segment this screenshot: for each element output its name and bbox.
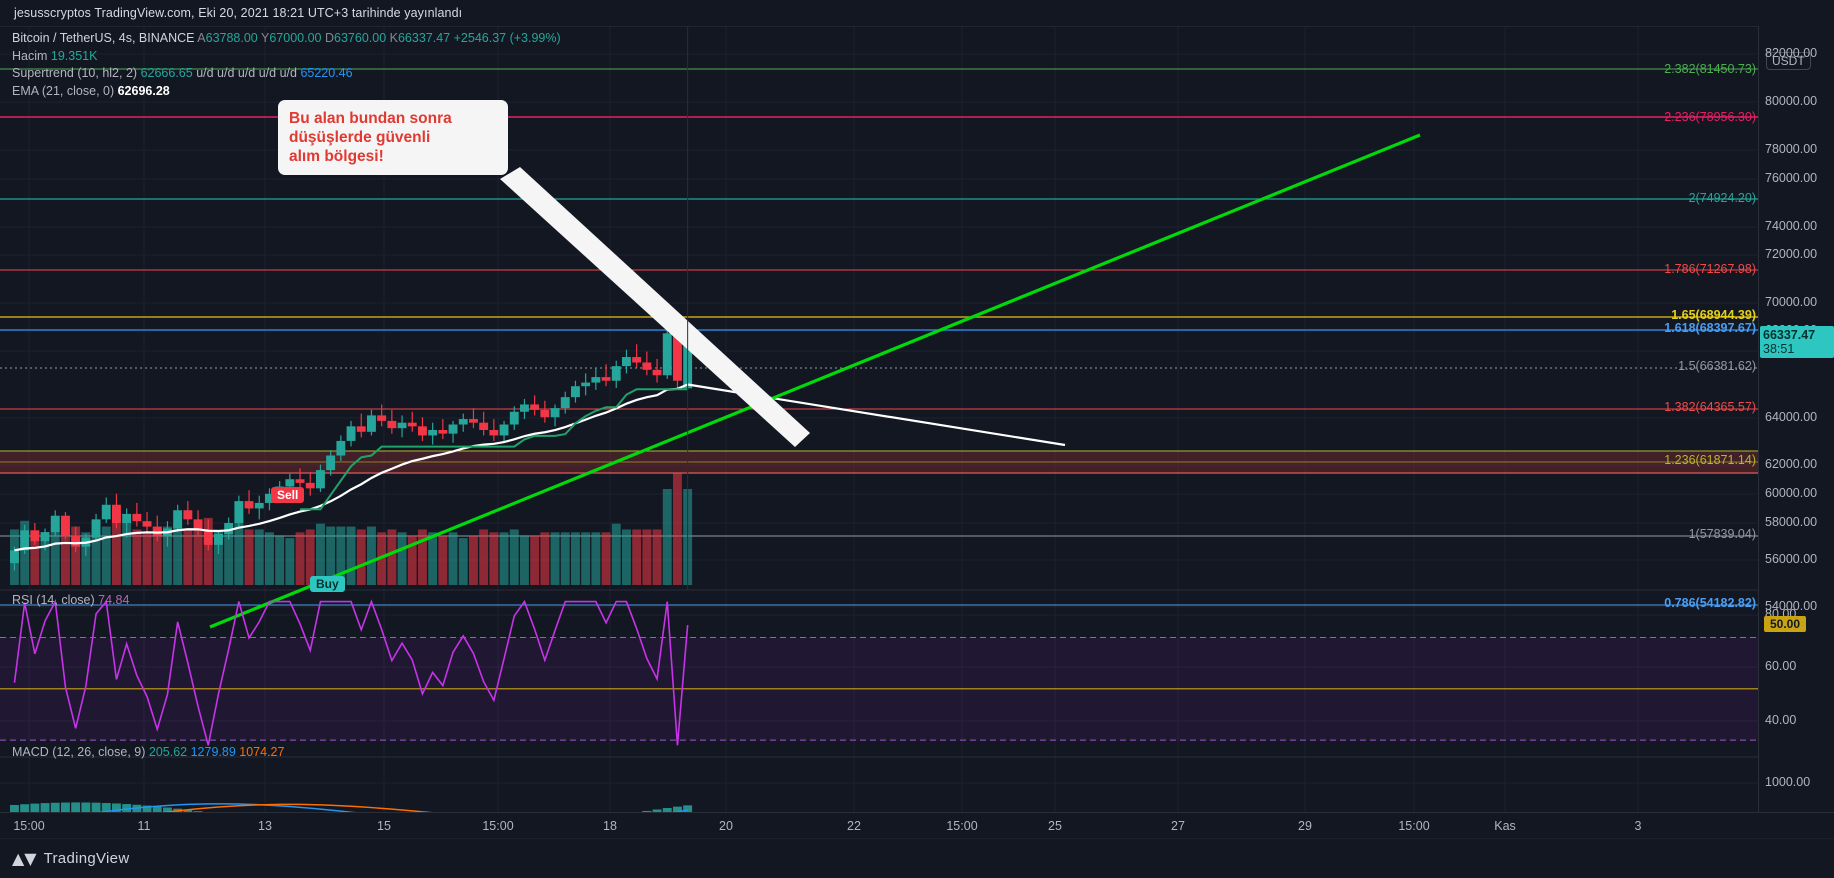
legend-row-supertrend[interactable]: Supertrend (10, hl2, 2) 62666.65 u/d u/d…	[12, 65, 561, 83]
fib-level-label: 1.236(61871.14)	[1664, 453, 1756, 467]
fib-level-label: 0.786(54182.82)	[1664, 596, 1756, 610]
chart-canvas[interactable]	[0, 26, 1758, 813]
ohlc-open: 63788.00	[205, 31, 258, 45]
tradingview-logo-icon: ▲▼	[12, 849, 37, 868]
ema-label: EMA (21, close, 0)	[12, 83, 115, 98]
ohlc-h-label: Y	[261, 31, 270, 45]
supertrend-value: 62666.65	[140, 66, 193, 80]
price-tick: 60000.00	[1765, 486, 1818, 500]
fib-level-label: 2.236(78956.30)	[1664, 110, 1756, 124]
bar-countdown: 38:51	[1763, 342, 1795, 356]
ohlc-o-label: A	[197, 31, 206, 45]
time-tick: 15	[377, 819, 391, 833]
publish-text: jesusscryptos TradingView.com, Eki 20, 2…	[14, 6, 463, 20]
legend-row-symbol[interactable]: Bitcoin / TetherUS, 4s, BINANCE A63788.0…	[12, 30, 561, 48]
time-tick: 29	[1298, 819, 1312, 833]
macd-hist-value: 205.62	[148, 745, 188, 759]
price-tick: 56000.00	[1765, 552, 1818, 566]
fib-level-label: 1(57839.04)	[1688, 527, 1756, 541]
annotation-line-2: düşüşlerde güvenli	[289, 129, 431, 146]
supertrend-label: Supertrend (10, hl2, 2)	[12, 66, 138, 80]
price-tick: 80000.00	[1765, 94, 1818, 108]
supertrend-value2: 65220.46	[300, 66, 353, 80]
price-tick: 64000.00	[1765, 410, 1818, 424]
fib-level-label: 1.618(68397.67)	[1664, 321, 1756, 335]
legend-row-ema[interactable]: EMA (21, close, 0) 62696.28	[12, 83, 561, 101]
rsi-label: RSI (14, close)	[12, 593, 95, 607]
volume-label: Hacim	[12, 48, 48, 63]
time-tick: 22	[847, 819, 861, 833]
volume-value: 19.351K	[50, 48, 98, 63]
price-scale[interactable]: USDT 82000.00 80000.00 78000.00 76000.00 740…	[1758, 26, 1834, 826]
time-tick: 15:00	[1398, 819, 1430, 833]
current-price-badge: 66337.47 38:51	[1760, 326, 1834, 358]
bottom-bar: ▲▼ TradingView	[0, 838, 1834, 878]
rsi-tick: 60.00	[1765, 659, 1797, 673]
time-tick: 20	[719, 819, 733, 833]
ohlc-change: +2546.37 (+3.99%)	[453, 31, 561, 45]
annotation-line-3: alım bölgesi!	[289, 148, 384, 165]
time-tick: 15:00	[13, 819, 45, 833]
price-tick: 70000.00	[1765, 295, 1818, 309]
price-tick: 54000.00	[1765, 599, 1818, 613]
time-tick: 3	[1634, 819, 1642, 833]
fib-level-label: 1.65(68944.39)	[1671, 308, 1756, 322]
fib-level-label: 1.786(71267.98)	[1664, 262, 1756, 276]
macd-tick: 1000.00	[1765, 775, 1811, 789]
chart-svg	[0, 27, 1758, 813]
fib-level-label: 2(74924.20)	[1688, 191, 1756, 205]
supertrend-flags: u/d u/d u/d u/d u/d	[196, 66, 297, 80]
ohlc-close: 66337.47	[397, 31, 451, 45]
price-tick: 82000.00	[1765, 46, 1818, 60]
tradingview-brand: TradingView	[43, 850, 130, 867]
rsi-level-badge: 50.00	[1764, 616, 1807, 632]
time-tick: 18	[603, 819, 617, 833]
macd-line-value: 1279.89	[190, 745, 236, 759]
rsi-tick: 40.00	[1765, 713, 1797, 727]
macd-legend[interactable]: MACD (12, 26, close, 9) 205.62 1279.89 1…	[12, 744, 284, 762]
ohlc-high: 67000.00	[269, 31, 322, 45]
sell-marker[interactable]: Sell	[271, 487, 305, 503]
chart-legend: Bitcoin / TetherUS, 4s, BINANCE A63788.0…	[12, 30, 561, 100]
current-price: 66337.47	[1763, 328, 1816, 342]
publish-header: jesusscryptos TradingView.com, Eki 20, 2…	[0, 0, 1834, 26]
price-tick: 74000.00	[1765, 219, 1818, 233]
annotation-callout[interactable]: Bu alan bundan sonra düşüşlerde güvenli …	[278, 100, 508, 175]
buy-marker[interactable]: Buy	[310, 576, 345, 592]
rsi-value: 74.84	[98, 593, 130, 607]
time-tick: 25	[1048, 819, 1062, 833]
price-tick: 78000.00	[1765, 142, 1818, 156]
time-tick: Kas	[1494, 819, 1516, 833]
fib-level-label: 1.382(64365.57)	[1664, 400, 1756, 414]
time-tick: 27	[1171, 819, 1185, 833]
macd-label: MACD (12, 26, close, 9)	[12, 745, 146, 759]
ohlc-l-label: D	[324, 31, 335, 45]
price-tick: 72000.00	[1765, 247, 1818, 261]
symbol-title: Bitcoin / TetherUS, 4s, BINANCE	[12, 31, 195, 45]
currency-chip: USDT	[1766, 52, 1811, 70]
annotation-line-1: Bu alan bundan sonra	[289, 110, 452, 127]
time-tick: 15:00	[482, 819, 514, 833]
ohlc-c-label: K	[389, 31, 398, 45]
fib-level-label: 2.382(81450.73)	[1664, 62, 1756, 76]
time-tick: 11	[137, 819, 151, 833]
macd-signal-value: 1074.27	[239, 745, 285, 759]
ema-value: 62696.28	[117, 83, 170, 98]
legend-row-volume[interactable]: Hacim 19.351K	[12, 48, 561, 66]
time-axis[interactable]: 15:00 11 13 15 15:00 18 20 22 15:00 25 27 29 15:00 Ka…	[0, 812, 1834, 838]
time-tick: 15:00	[946, 819, 978, 833]
fib-level-label: 1.5(66381.62)	[1678, 359, 1756, 373]
rsi-legend[interactable]: RSI (14, close) 74.84	[12, 592, 129, 610]
price-tick: 58000.00	[1765, 515, 1818, 529]
ohlc-low: 63760.00	[334, 31, 387, 45]
price-tick: 76000.00	[1765, 171, 1818, 185]
price-tick: 62000.00	[1765, 457, 1818, 471]
time-tick: 13	[258, 819, 272, 833]
